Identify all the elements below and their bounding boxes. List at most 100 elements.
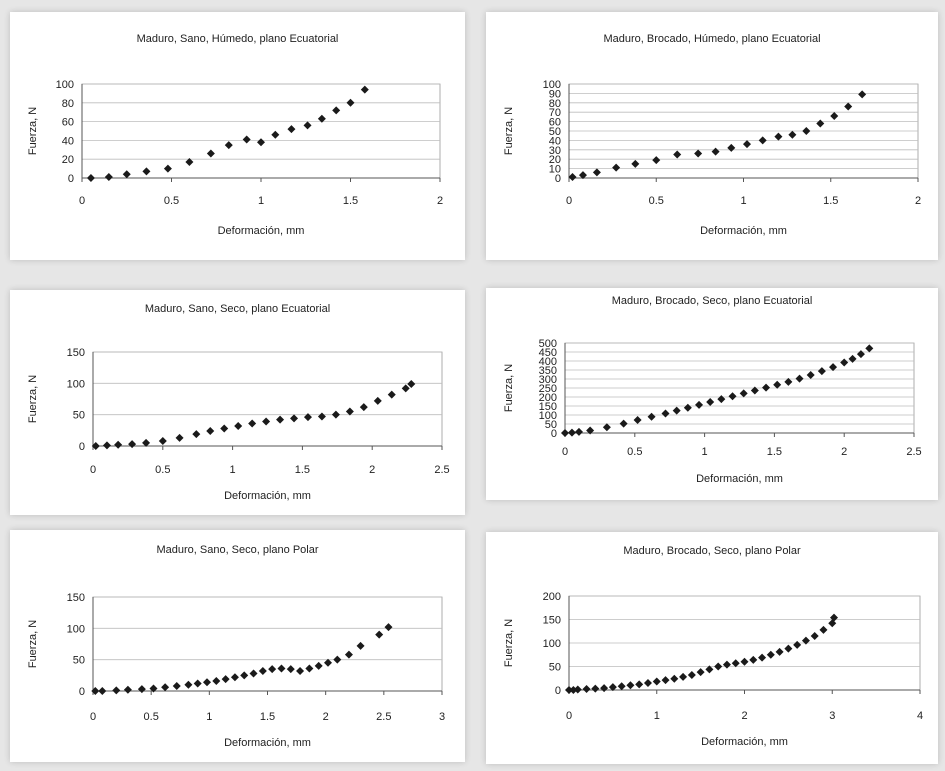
chart-title: Maduro, Brocado, Húmedo, plano Ecuatoria… (603, 33, 820, 45)
chart-panel-3: 0 50 100 150 0 0.5 1 1.5 2 2.5 Maduro, Sano, Seco,… (10, 290, 465, 515)
y-tick-label: 20 (62, 154, 74, 166)
data-point (717, 395, 726, 404)
data-point (592, 168, 601, 177)
x-tick-label: 4 (917, 710, 923, 722)
x-tick-label: 1 (654, 710, 660, 722)
x-axis-label: Deformación, mm (701, 736, 788, 748)
data-point (742, 140, 751, 149)
x-tick-label: 0 (566, 710, 572, 722)
data-point (830, 613, 839, 622)
data-point (345, 407, 354, 416)
data-point (112, 686, 121, 695)
data-point (128, 440, 137, 449)
x-tick-label: 1.5 (260, 711, 275, 723)
x-axis-label: Deformación, mm (696, 473, 783, 485)
y-axis-label: Fuerza, N (27, 375, 39, 423)
x-axis-label: Deformación, mm (700, 225, 787, 237)
data-point (574, 427, 583, 436)
x-tick-label: 1.5 (823, 195, 838, 207)
data-point (149, 684, 158, 693)
data-point (762, 383, 771, 392)
y-tick-label: 50 (549, 126, 561, 138)
x-tick-label: 0 (566, 195, 572, 207)
data-point (344, 650, 353, 659)
y-tick-label: 250 (539, 383, 557, 395)
data-point (817, 367, 826, 376)
y-tick-label: 500 (539, 338, 557, 350)
data-point (193, 679, 202, 688)
x-tick-label: 1 (230, 464, 236, 476)
chart-title: Maduro, Sano, Seco, plano Ecuatorial (145, 303, 330, 315)
data-point (661, 409, 670, 418)
x-tick-label: 2 (741, 710, 747, 722)
x-tick-label: 3 (439, 711, 445, 723)
y-tick-label: 80 (549, 98, 561, 110)
data-point (249, 669, 258, 678)
y-axis-label: Fuerza, N (27, 107, 39, 155)
plot-area (92, 596, 443, 692)
data-point (758, 136, 767, 145)
chart-panel-4: 0 50 100 150 200 250 300 350 400 450 500 0 0.5 1 1.5 2 2… (486, 288, 938, 500)
data-point (829, 363, 838, 372)
x-tick-label: 0 (79, 195, 85, 207)
data-point (258, 666, 267, 675)
data-point (775, 647, 784, 656)
data-point (582, 685, 591, 694)
x-axis-label: Deformación, mm (218, 225, 305, 237)
y-tick-label: 0 (79, 686, 85, 698)
chart-title: Maduro, Brocado, Seco, plano Polar (623, 545, 801, 557)
y-tick-label: 0 (79, 441, 85, 453)
data-point (303, 413, 312, 422)
data-point (840, 358, 849, 367)
y-tick-label: 30 (549, 145, 561, 157)
x-tick-label: 0.5 (627, 446, 642, 458)
data-point (224, 141, 233, 150)
y-tick-label: 50 (73, 410, 85, 422)
data-point (705, 665, 714, 674)
data-point (806, 371, 815, 380)
data-point (711, 147, 720, 156)
data-point (333, 655, 342, 664)
data-point (277, 664, 286, 673)
data-point (142, 438, 151, 447)
x-tick-label: 0.5 (164, 195, 179, 207)
data-point (696, 668, 705, 677)
chart-svg: 0 50 100 150 0 0.5 1 1.5 2 2.5 3 Maduro, Sano, Seco… (27, 544, 445, 749)
data-point (578, 171, 587, 180)
data-point (619, 419, 628, 428)
data-point (359, 403, 368, 412)
y-tick-label: 50 (549, 662, 561, 674)
data-point (591, 684, 600, 693)
x-tick-label: 1 (740, 195, 746, 207)
data-point (296, 666, 305, 675)
y-tick-label: 150 (67, 592, 85, 604)
data-point (569, 686, 578, 694)
data-point (652, 156, 661, 165)
chart-title: Maduro, Brocado, Seco, plano Ecuatorial (612, 295, 813, 307)
data-point (262, 417, 271, 426)
data-point (248, 419, 257, 428)
data-point (206, 149, 215, 158)
y-tick-label: 0 (555, 173, 561, 185)
data-point (221, 675, 230, 684)
data-point (102, 441, 111, 450)
x-tick-label: 0 (562, 446, 568, 458)
data-point (714, 662, 723, 671)
data-point (647, 412, 656, 421)
chart-title: Maduro, Sano, Seco, plano Polar (156, 544, 318, 556)
y-tick-label: 300 (539, 374, 557, 386)
data-point (633, 416, 642, 425)
data-point (683, 403, 692, 412)
y-tick-label: 100 (67, 623, 85, 635)
data-point (387, 390, 396, 399)
x-tick-label: 0.5 (144, 711, 159, 723)
data-point (652, 677, 661, 686)
data-point (635, 680, 644, 689)
chart-svg: 0 20 40 60 80 100 0 0.5 1 1.5 2 Maduro, Sano, Húmed… (27, 33, 443, 237)
y-tick-label: 0 (555, 685, 561, 697)
data-point (750, 386, 759, 395)
data-point (672, 406, 681, 415)
data-point (114, 440, 123, 449)
data-point (175, 433, 184, 442)
